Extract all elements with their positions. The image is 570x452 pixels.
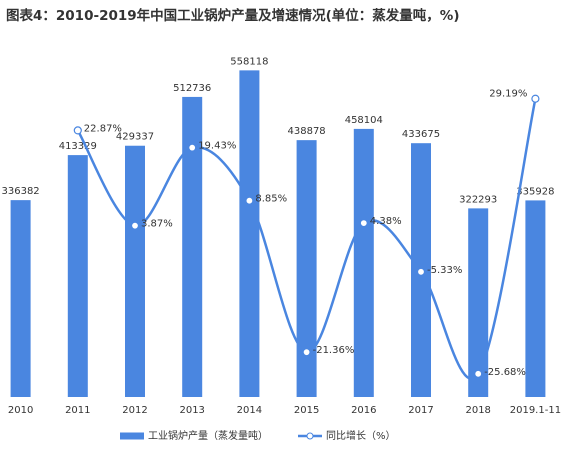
legend-swatch: [306, 432, 314, 440]
x-tick-label: 2014: [237, 405, 262, 416]
line-value-label: -21.36%: [313, 345, 355, 356]
line-marker: [188, 143, 197, 152]
x-tick-label: 2012: [122, 405, 147, 416]
bar-value-label: 458104: [345, 115, 383, 126]
line-value-label: -25.68%: [484, 367, 526, 378]
line-value-label: 22.87%: [84, 123, 122, 134]
line-value-label: -5.33%: [427, 265, 462, 276]
legend-label: 工业锅炉产量（蒸发量吨）: [148, 429, 268, 442]
x-tick-label: 2017: [408, 405, 433, 416]
bar: [10, 200, 31, 397]
legend-label: 同比增长（%）: [326, 429, 396, 442]
line-value-label: 19.43%: [198, 141, 236, 152]
chart-title: 图表4：2010-2019年中国工业锅炉产量及增速情况(单位：蒸发量吨，%): [6, 7, 460, 24]
line-marker: [302, 348, 311, 357]
bar-value-label: 413329: [59, 141, 97, 152]
line-value-label: 29.19%: [489, 89, 527, 100]
bar: [525, 200, 546, 397]
line-marker: [130, 221, 140, 230]
line-marker: [73, 126, 82, 135]
legend-swatch: [120, 432, 144, 440]
bar-value-label: 433675: [402, 129, 440, 140]
line-marker: [359, 219, 368, 228]
bar: [125, 145, 145, 397]
bar-value-label: 336382: [2, 186, 40, 197]
bar-value-label: 558118: [230, 56, 268, 67]
line-marker: [416, 267, 426, 276]
bar: [296, 140, 317, 398]
bar: [67, 155, 88, 397]
bar: [353, 128, 374, 397]
line-marker: [474, 369, 483, 378]
x-tick-label: 2019.1-11: [510, 405, 561, 416]
bar-value-label: 322293: [459, 194, 497, 205]
bar-value-label: 429337: [116, 132, 154, 143]
x-tick-label: 2016: [351, 405, 376, 416]
x-tick-label: 2013: [179, 405, 204, 416]
x-tick-label: 2010: [8, 405, 33, 416]
line-marker: [245, 196, 254, 205]
x-tick-label: 2011: [65, 405, 90, 416]
bar-value-label: 512736: [173, 83, 211, 94]
bar: [182, 96, 203, 398]
line-value-label: 8.85%: [255, 194, 287, 205]
bar-value-label: 335928: [516, 186, 554, 197]
line-marker: [531, 94, 540, 103]
x-tick-label: 2018: [465, 405, 490, 416]
bar-value-label: 438878: [288, 126, 326, 137]
line-value-label: 4.38%: [370, 216, 402, 227]
line-value-label: 3.87%: [141, 219, 173, 230]
bar: [468, 208, 489, 397]
bar: [239, 70, 260, 397]
x-tick-label: 2015: [294, 405, 319, 416]
